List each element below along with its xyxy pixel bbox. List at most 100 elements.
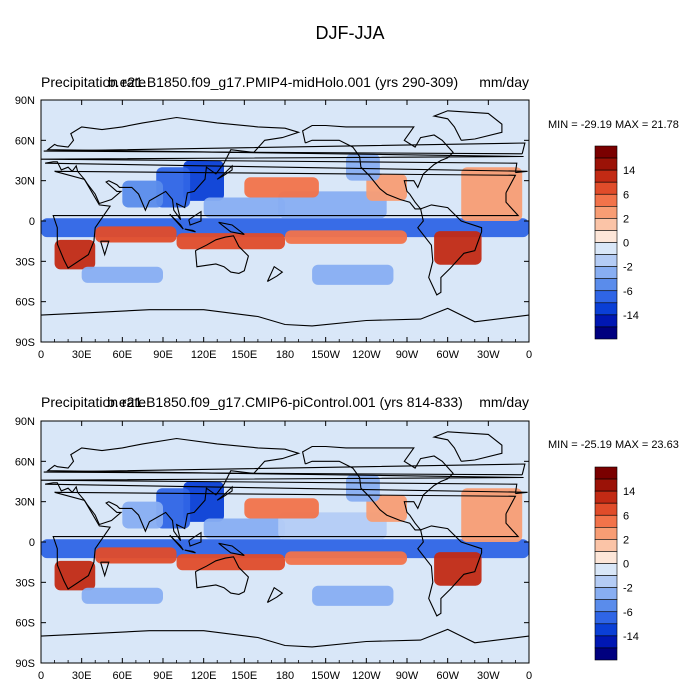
x-tick-label: 150E (231, 349, 257, 361)
y-tick-label: 30N (15, 176, 35, 188)
panel-bottom-axes: 0 30E 60E 90E 120E 150E 180 150W 120W 90W 60W 30W 09… (15, 416, 532, 682)
colorbar-swatch (594, 587, 618, 600)
coastline (432, 110, 503, 141)
colorbar-label: -2 (623, 262, 633, 274)
panel-bottom-case-label: b.e21.B1850.f09_g17.CMIP6-piControl.001 … (107, 394, 463, 410)
colorbar-swatch (594, 302, 618, 316)
colorbar-label: -6 (623, 607, 633, 619)
colorbar-label: -14 (623, 631, 639, 643)
colorbar-swatch (594, 551, 618, 564)
x-tick-label: 180 (276, 670, 294, 682)
precip-anomaly-region (203, 197, 285, 218)
colorbar-swatch (594, 278, 618, 292)
x-tick-label: 90W (396, 349, 419, 361)
coastline (52, 491, 520, 590)
precip-anomaly-region (312, 264, 394, 285)
coastline (100, 561, 110, 578)
coastline (188, 210, 202, 226)
y-tick-label: 90S (15, 658, 35, 670)
coastline (417, 525, 483, 617)
colorbar-swatch (594, 647, 618, 661)
x-tick-label: 180 (276, 349, 294, 361)
colorbar-label: 0 (623, 559, 629, 571)
y-tick-label: 0 (29, 216, 35, 228)
colorbar-swatch (594, 314, 618, 328)
colorbar-label: 2 (623, 213, 629, 225)
coastline (184, 228, 196, 233)
y-tick-label: 60N (15, 456, 35, 468)
panel-top-units: mm/day (479, 74, 529, 90)
precip-anomaly-region (41, 305, 529, 339)
panel-bottom-units: mm/day (479, 394, 529, 410)
colorbar-swatch (594, 145, 618, 159)
x-tick-label: 60E (113, 349, 133, 361)
x-tick-label: 90E (153, 670, 173, 682)
x-tick-label: 120W (352, 349, 381, 361)
coastline (266, 586, 284, 603)
panel-top-variable-label: Precipitation rate (41, 74, 146, 90)
coastline (194, 556, 250, 595)
colorbar-label: -14 (623, 310, 639, 322)
x-tick-label: 60E (113, 670, 133, 682)
colorbar-swatch (594, 599, 618, 613)
x-tick-label: 0 (38, 349, 44, 361)
precip-anomaly-region (278, 191, 387, 219)
x-tick-label: 60W (436, 670, 459, 682)
panel-top-colorbar: 14 6 2 0 -2 -6 -14 (594, 145, 639, 340)
coastline (169, 534, 184, 551)
precip-anomaly-region (203, 518, 285, 539)
x-tick-label: 30W (477, 670, 500, 682)
x-tick-label: 150E (231, 670, 257, 682)
colorbar-swatch (594, 242, 618, 255)
coastline (43, 463, 526, 476)
coastline (188, 531, 202, 547)
coastline (218, 221, 245, 235)
precip-anomaly-region (81, 587, 163, 604)
precip-anomaly-region (461, 167, 523, 221)
panel-top: Precipitation rate b.e21.B1850.f09_g17.P… (15, 74, 679, 361)
x-tick-label: 30E (72, 670, 92, 682)
colorbar-swatch (594, 478, 618, 492)
precip-anomaly-region (244, 177, 319, 198)
y-tick-label: 90N (15, 416, 35, 428)
precip-anomaly-region (461, 488, 523, 542)
precip-anomaly-region (366, 173, 407, 201)
coastline (301, 124, 454, 210)
precip-anomaly-region (312, 585, 394, 606)
coastline (216, 164, 233, 180)
coastline (100, 240, 110, 257)
colorbar-swatch (594, 611, 618, 625)
x-tick-label: 90W (396, 670, 419, 682)
panel-top-case-label: b.e21.B1850.f09_g17.PMIP4-midHolo.001 (y… (108, 74, 458, 90)
colorbar-label: -2 (623, 583, 633, 595)
y-tick-label: 90S (15, 337, 35, 349)
coastline (432, 431, 503, 462)
x-tick-label: 60W (436, 349, 459, 361)
colorbar-label: 2 (623, 534, 629, 546)
colorbar-label: 14 (623, 165, 635, 177)
coastline (216, 485, 233, 501)
coastline (41, 116, 528, 221)
coastline (169, 213, 184, 230)
precip-anomaly-region (41, 626, 529, 660)
coastline (184, 549, 196, 554)
colorbar-swatch (594, 514, 618, 528)
precip-anomaly-region (156, 488, 191, 529)
x-tick-label: 150W (311, 670, 340, 682)
colorbar-label: 6 (623, 510, 629, 522)
y-tick-label: 60S (15, 297, 35, 309)
panel-top-minmax: MIN = -29.19 MAX = 21.78 (548, 119, 679, 131)
coastline (194, 235, 250, 274)
colorbar-swatch (594, 290, 618, 304)
colorbar-swatch (594, 635, 618, 649)
coastline (266, 265, 284, 282)
panel-bottom-colorbar: 14 6 2 0 -2 -6 -14 (594, 466, 639, 661)
colorbar-swatch (594, 466, 618, 480)
y-tick-label: 60N (15, 135, 35, 147)
precip-anomaly-region (95, 226, 177, 243)
coastline (301, 445, 454, 531)
panel-bottom-minmax: MIN = -25.19 MAX = 23.63 (548, 439, 679, 451)
y-tick-label: 60S (15, 618, 35, 630)
coastline (41, 307, 529, 327)
